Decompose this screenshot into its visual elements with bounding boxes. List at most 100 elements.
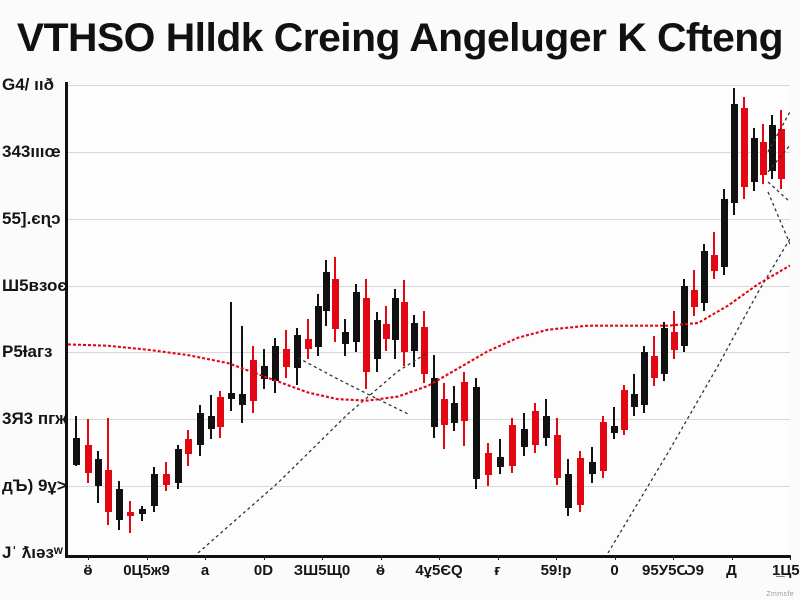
candle[interactable] <box>610 407 618 440</box>
candle-body <box>94 459 102 487</box>
candle-body <box>304 339 312 350</box>
candle[interactable] <box>196 404 204 457</box>
candle[interactable] <box>238 325 246 423</box>
candle[interactable] <box>341 319 349 356</box>
candle[interactable] <box>440 382 448 450</box>
x-tick-label: ӫ <box>375 562 386 579</box>
candle[interactable] <box>400 280 408 366</box>
candle[interactable] <box>249 345 257 413</box>
candle[interactable] <box>314 293 322 356</box>
candle-body <box>650 356 658 378</box>
candle[interactable] <box>531 403 539 453</box>
candle[interactable] <box>450 385 458 432</box>
candle[interactable] <box>207 395 215 440</box>
candle[interactable] <box>138 506 146 521</box>
candle[interactable] <box>373 312 381 373</box>
x-tick-mark <box>263 555 265 560</box>
candle[interactable] <box>508 417 516 473</box>
candle[interactable] <box>391 288 399 360</box>
candle[interactable] <box>620 384 628 436</box>
candle-body <box>382 324 390 340</box>
candle[interactable] <box>777 110 785 189</box>
candle[interactable] <box>410 314 418 368</box>
candle[interactable] <box>150 467 158 512</box>
candle[interactable] <box>382 305 390 352</box>
candle-body <box>126 511 134 517</box>
candle-body <box>450 403 458 423</box>
candle[interactable] <box>680 278 688 353</box>
candle-body <box>400 302 408 353</box>
trend-mid <box>297 357 409 415</box>
candle[interactable] <box>720 188 728 275</box>
candle[interactable] <box>660 321 668 381</box>
candle[interactable] <box>282 329 290 378</box>
candle[interactable] <box>260 349 268 390</box>
gridline <box>68 419 790 421</box>
candle[interactable] <box>362 278 370 390</box>
candle-body <box>730 103 738 203</box>
x-tick-label: 0 <box>610 562 619 579</box>
candle-body <box>260 365 268 380</box>
candle[interactable] <box>174 444 182 490</box>
candle[interactable] <box>293 328 301 385</box>
candle[interactable] <box>184 429 192 467</box>
candle[interactable] <box>352 284 360 353</box>
candle[interactable] <box>759 123 767 184</box>
candle[interactable] <box>576 451 584 512</box>
candle[interactable] <box>588 447 596 483</box>
candle[interactable] <box>542 399 550 447</box>
candle[interactable] <box>72 415 80 467</box>
candle[interactable] <box>768 115 776 179</box>
candle[interactable] <box>420 310 428 383</box>
x-tick-label: 95У5Ѡ9 <box>642 562 704 579</box>
candle-body <box>373 320 381 360</box>
candle[interactable] <box>710 232 718 279</box>
candle[interactable] <box>472 377 480 490</box>
candlestick-plot[interactable] <box>68 85 790 553</box>
candle[interactable] <box>630 373 638 416</box>
candle[interactable] <box>430 355 438 438</box>
candle[interactable] <box>650 336 658 386</box>
candle-body <box>84 444 92 473</box>
candle[interactable] <box>271 337 279 393</box>
x-tick-mark <box>146 555 148 560</box>
candle[interactable] <box>564 459 572 517</box>
candle[interactable] <box>496 439 504 475</box>
candle-body <box>484 452 492 476</box>
candle-body <box>531 411 539 445</box>
candle[interactable] <box>126 500 134 533</box>
candle[interactable] <box>115 480 123 530</box>
candle[interactable] <box>740 97 748 199</box>
candle[interactable] <box>304 319 312 360</box>
candle-body <box>750 138 758 182</box>
candle[interactable] <box>599 415 607 479</box>
candle[interactable] <box>670 310 678 360</box>
candle[interactable] <box>104 417 112 525</box>
candle[interactable] <box>690 269 698 316</box>
candle[interactable] <box>640 345 648 413</box>
candle[interactable] <box>216 391 224 438</box>
candle[interactable] <box>484 442 492 487</box>
x-tick-label: а <box>200 562 210 579</box>
candle[interactable] <box>553 417 561 485</box>
candle[interactable] <box>730 88 738 216</box>
candle[interactable] <box>520 412 528 457</box>
candle[interactable] <box>94 451 102 503</box>
candle-body <box>599 421 607 472</box>
candle[interactable] <box>84 419 92 483</box>
candle-body <box>542 415 550 438</box>
candle-body <box>576 458 584 505</box>
candle-body <box>227 392 235 400</box>
candle-body <box>162 474 170 485</box>
y-tick-label: 55].єɳɔ <box>2 208 61 228</box>
candle[interactable] <box>750 128 758 191</box>
candle-body <box>508 424 516 467</box>
y-tick-label: 343ıııœ <box>2 141 61 161</box>
candle[interactable] <box>227 302 235 412</box>
candle[interactable] <box>331 257 339 343</box>
candle[interactable] <box>700 244 708 311</box>
candle-body <box>440 399 448 425</box>
candle[interactable] <box>322 260 330 326</box>
candle[interactable] <box>162 462 170 492</box>
candle[interactable] <box>460 372 468 447</box>
